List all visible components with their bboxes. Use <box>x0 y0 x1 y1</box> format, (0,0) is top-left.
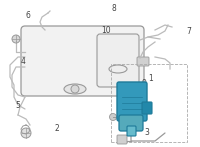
Text: 9: 9 <box>142 78 146 88</box>
Circle shape <box>110 113 116 121</box>
Text: 5: 5 <box>16 101 20 110</box>
FancyBboxPatch shape <box>117 135 127 144</box>
FancyBboxPatch shape <box>137 57 149 66</box>
Text: 3: 3 <box>145 128 149 137</box>
FancyBboxPatch shape <box>119 115 143 131</box>
Ellipse shape <box>64 84 86 94</box>
Text: 2: 2 <box>55 124 59 133</box>
Circle shape <box>71 85 79 93</box>
Text: 10: 10 <box>101 26 111 35</box>
Text: 7: 7 <box>187 27 191 36</box>
Text: 6: 6 <box>26 11 30 20</box>
FancyBboxPatch shape <box>97 34 139 87</box>
FancyBboxPatch shape <box>117 82 147 121</box>
Circle shape <box>12 35 20 43</box>
FancyBboxPatch shape <box>127 126 136 136</box>
FancyBboxPatch shape <box>142 102 152 114</box>
FancyBboxPatch shape <box>21 26 144 96</box>
Circle shape <box>21 128 31 138</box>
Text: 1: 1 <box>149 74 153 83</box>
Text: 8: 8 <box>112 4 116 13</box>
Text: 4: 4 <box>21 56 25 66</box>
